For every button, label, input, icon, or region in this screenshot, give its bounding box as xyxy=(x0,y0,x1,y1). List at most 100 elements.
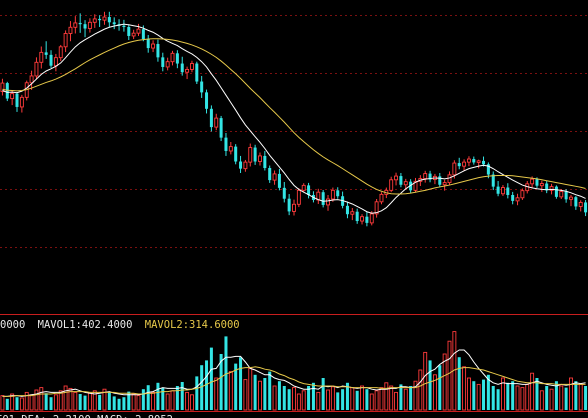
candle xyxy=(287,194,291,216)
candle-body-up xyxy=(92,18,97,23)
candle-body-up xyxy=(326,198,330,206)
candle-body-down xyxy=(141,29,145,40)
candle-body-down xyxy=(161,57,165,67)
candle-body-up xyxy=(423,173,428,180)
candle xyxy=(19,94,24,113)
candle xyxy=(520,188,525,200)
candle xyxy=(127,24,131,40)
candle xyxy=(189,60,194,73)
volume-bar-up xyxy=(170,390,175,411)
volume-bar-down xyxy=(146,385,150,410)
candle-body-down xyxy=(78,22,82,25)
candle-body-down xyxy=(112,22,116,25)
price-panel xyxy=(0,11,588,227)
volume-bar-down xyxy=(277,381,281,410)
volume-bar-up xyxy=(501,377,505,411)
candle-body-down xyxy=(219,118,223,138)
candle xyxy=(336,187,340,199)
candle-body-up xyxy=(102,16,107,21)
volume-bar-down xyxy=(282,386,286,410)
candle-body-up xyxy=(360,216,364,222)
volume-bar-up xyxy=(214,377,219,411)
volume-bar-up xyxy=(379,387,384,411)
candle-body-down xyxy=(511,194,515,201)
price-grid xyxy=(0,15,588,248)
candle xyxy=(584,199,588,217)
candle-body-up xyxy=(350,211,355,215)
candle xyxy=(476,159,481,169)
candle xyxy=(350,208,355,221)
candle-body-down xyxy=(336,190,340,197)
volume-bar-up xyxy=(520,387,525,411)
volume-bar-down xyxy=(336,392,340,410)
candle xyxy=(122,19,126,32)
candle-body-up xyxy=(170,52,175,63)
candle xyxy=(409,179,413,194)
candle-body-down xyxy=(253,147,257,162)
volume-bar-up xyxy=(185,391,190,411)
volume-bar-down xyxy=(491,386,495,410)
candle-body-up xyxy=(515,197,520,202)
candle-body-up xyxy=(73,22,78,28)
candle-body-up xyxy=(530,178,535,185)
candle xyxy=(574,195,578,210)
candle xyxy=(68,21,73,42)
candle-body-down xyxy=(282,187,286,199)
candle xyxy=(438,172,442,188)
candle-body-up xyxy=(63,33,68,48)
candle xyxy=(102,11,107,25)
candle-body-down xyxy=(428,173,432,180)
candle xyxy=(243,159,248,172)
candle xyxy=(442,179,447,191)
candle-body-down xyxy=(200,81,204,93)
volume-bar-up xyxy=(248,367,253,411)
candle-body-up xyxy=(301,184,306,191)
candle-body-up xyxy=(19,96,24,108)
candle xyxy=(282,181,286,203)
volume-bar-up xyxy=(549,388,554,411)
volume-bar-up xyxy=(423,351,428,411)
candle-body-down xyxy=(491,174,495,187)
volume-bar-down xyxy=(117,398,121,410)
volume-panel xyxy=(0,331,588,411)
candle-body-up xyxy=(442,182,447,186)
candle xyxy=(330,187,335,202)
candle xyxy=(374,199,379,218)
candle-body-up xyxy=(330,189,335,200)
candle-body-up xyxy=(520,190,525,199)
candle-body-up xyxy=(214,117,219,128)
candle xyxy=(554,185,558,199)
candle-body-down xyxy=(277,173,281,188)
volume-bar-down xyxy=(472,381,476,410)
candle xyxy=(83,20,87,38)
candle-body-up xyxy=(476,160,481,163)
candle xyxy=(24,80,29,101)
candle-body-up xyxy=(394,175,399,181)
candle-body-up xyxy=(29,75,34,84)
volume-bar-down xyxy=(345,382,349,410)
candle-body-up xyxy=(578,201,583,207)
candle xyxy=(316,188,321,204)
volume-bar-down xyxy=(200,365,204,410)
candle-body-down xyxy=(205,92,209,109)
candle xyxy=(578,200,583,212)
volume-bar-up xyxy=(87,392,92,411)
candle-body-down xyxy=(584,202,588,213)
candle-body-up xyxy=(39,51,44,63)
candle-body-down xyxy=(195,63,199,82)
candle-body-down xyxy=(15,93,19,107)
candle xyxy=(462,159,467,171)
candle xyxy=(545,181,549,194)
volume-bar-down xyxy=(268,371,272,410)
volume-bar-up xyxy=(530,372,535,411)
candle-body-up xyxy=(87,21,92,29)
candle xyxy=(511,191,515,205)
volume-bar-up xyxy=(29,394,34,411)
candle-body-up xyxy=(452,162,457,176)
volume-bar-up xyxy=(165,393,170,411)
volume-bar-up xyxy=(296,393,301,411)
candle xyxy=(292,199,296,216)
candle xyxy=(53,53,58,72)
volume-bar-up xyxy=(389,385,394,411)
